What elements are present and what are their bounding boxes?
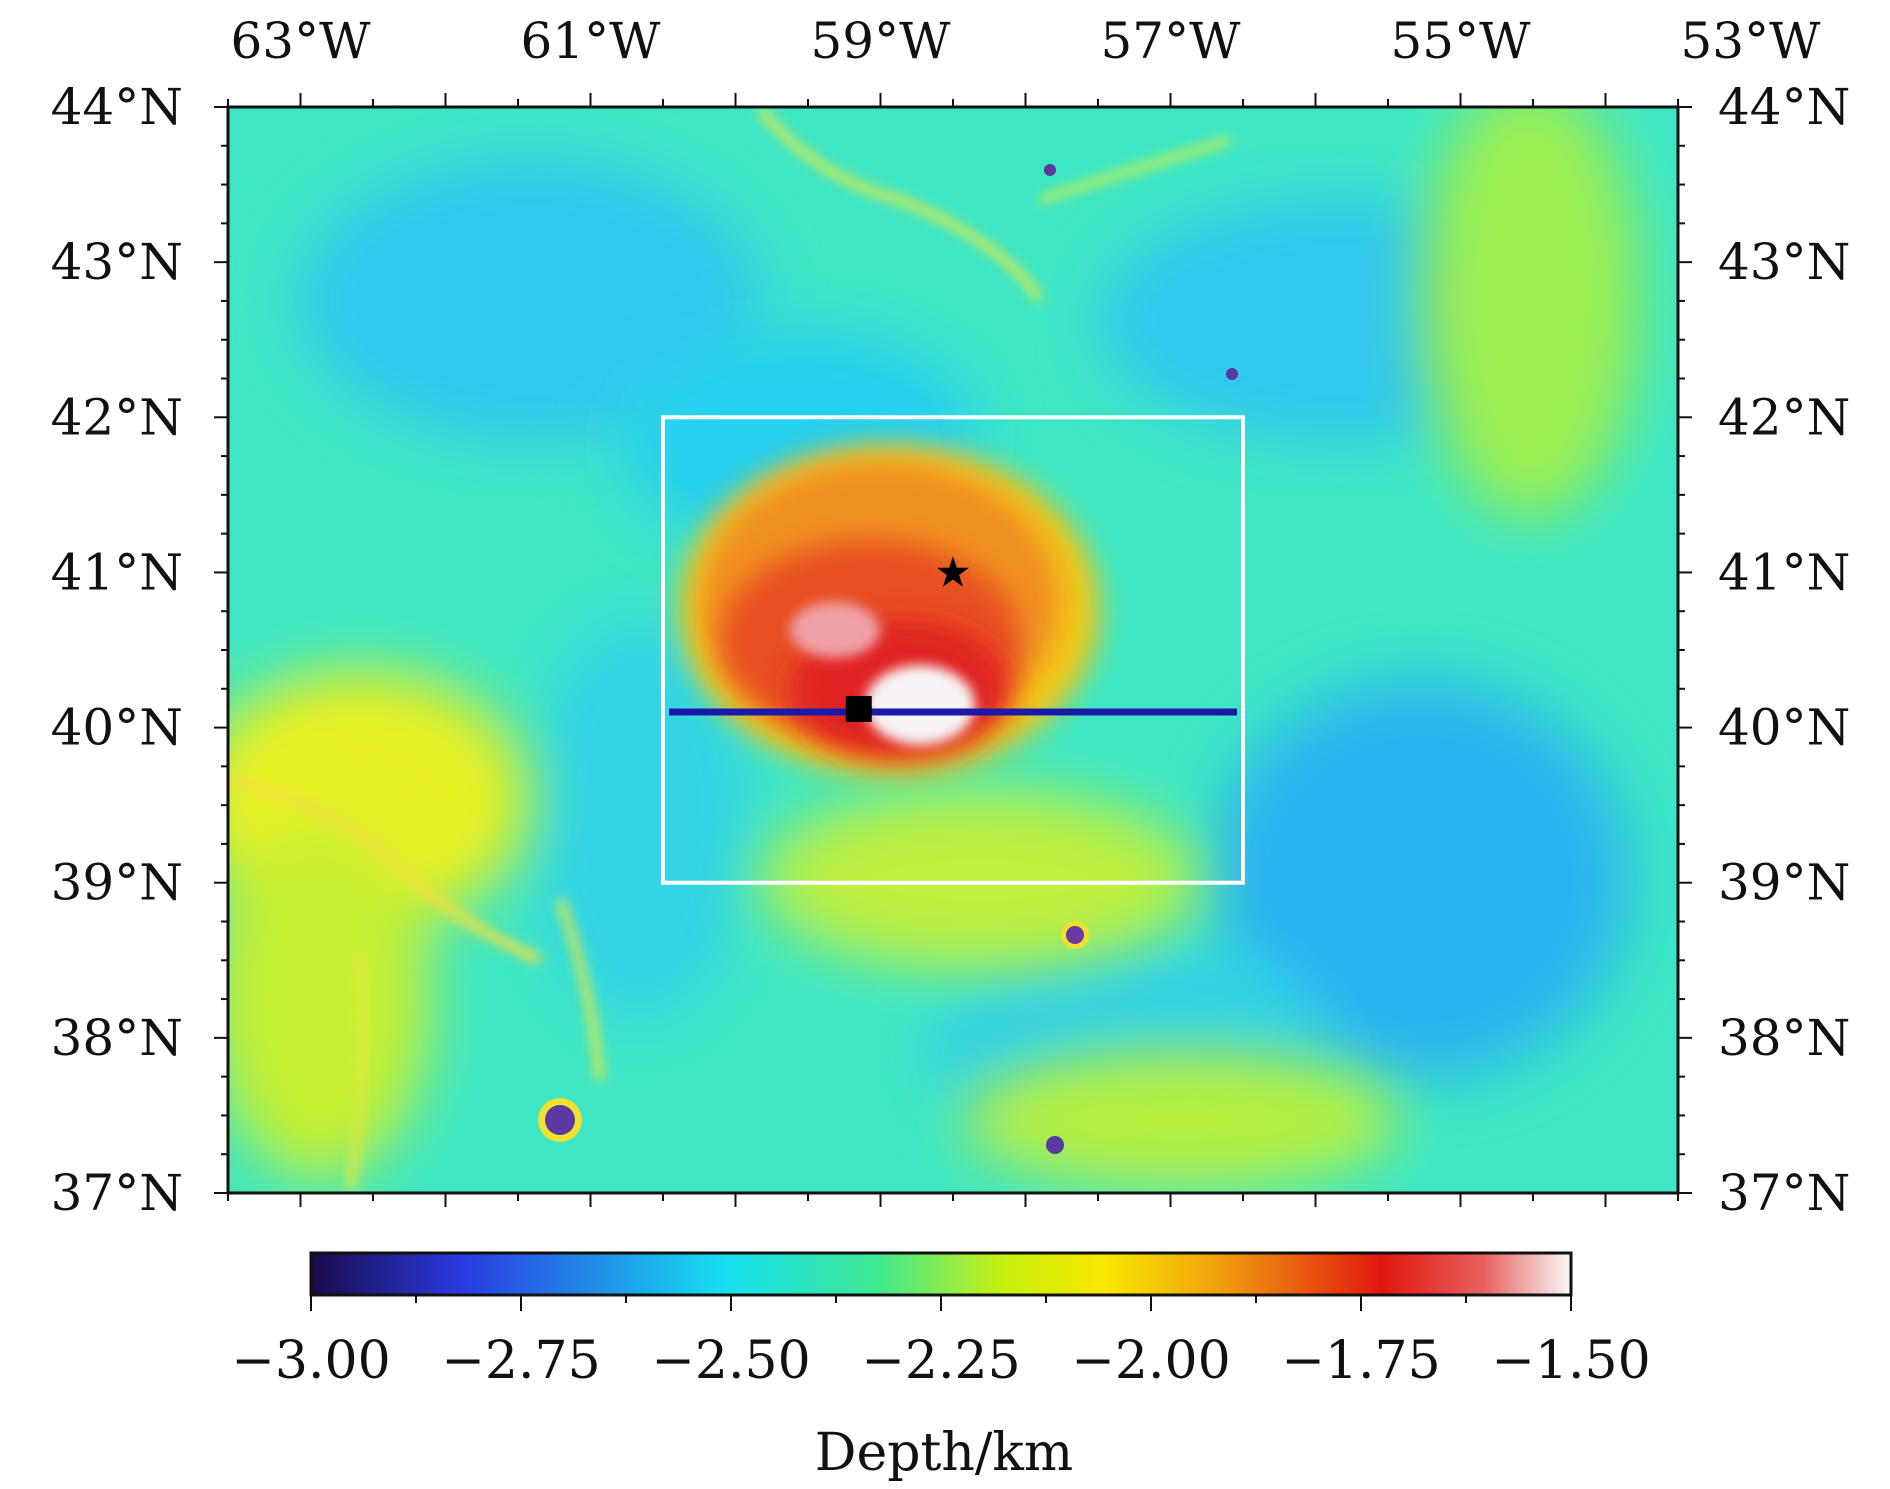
square-marker <box>845 695 872 722</box>
colorbar-tick-label: −2.75 <box>441 1331 600 1391</box>
lat-label-left: 43°N <box>51 233 183 291</box>
lat-label-left: 37°N <box>51 1164 183 1222</box>
colorbar-tick-label: −1.50 <box>1491 1331 1650 1391</box>
colorbar-title: Depth/km <box>815 1423 1073 1483</box>
map-axes: 63°W 61°W 59°W 57°W 55°W 53°W 44°N 44°N 43°N 43°N… <box>51 12 1851 1222</box>
lon-label-top: 61°W <box>520 12 661 70</box>
colorbar-tick-label: −2.00 <box>1071 1331 1230 1391</box>
lon-label-top: 63°W <box>230 12 371 70</box>
lat-label-right: 38°N <box>1718 1009 1850 1067</box>
lon-label-top: 59°W <box>810 12 951 70</box>
colorbar-gradient <box>309 1251 1573 1297</box>
colorbar-tick-label: −3.00 <box>231 1331 390 1391</box>
colorbar-tick-label: −1.75 <box>1281 1331 1440 1391</box>
star-marker: ★ <box>934 547 972 596</box>
lat-label-right: 43°N <box>1718 233 1850 291</box>
map-overlays: ★ <box>661 415 1245 885</box>
colorbar: −3.00 −2.75 −2.50 −2.25 −2.00 −1.75 −1.50 Dept… <box>231 1251 1651 1483</box>
lat-label-left: 40°N <box>51 699 183 757</box>
lat-label-right: 42°N <box>1718 388 1850 446</box>
lon-label-top: 55°W <box>1390 12 1531 70</box>
colorbar-tick-label: −2.50 <box>651 1331 810 1391</box>
lat-label-left: 42°N <box>51 388 183 446</box>
lat-label-right: 41°N <box>1718 543 1850 601</box>
lat-label-left: 41°N <box>51 543 183 601</box>
lat-label-left: 39°N <box>51 854 183 912</box>
lat-label-right: 39°N <box>1718 854 1850 912</box>
lat-label-right: 37°N <box>1718 1164 1850 1222</box>
lat-label-left: 38°N <box>51 1009 183 1067</box>
lat-label-left: 44°N <box>51 78 183 136</box>
lat-label-right: 44°N <box>1718 78 1850 136</box>
colorbar-ticks: −3.00 −2.75 −2.50 −2.25 −2.00 −1.75 −1.50 <box>231 1295 1651 1391</box>
lat-label-right: 40°N <box>1718 699 1850 757</box>
depth-map-raster <box>228 107 1678 1193</box>
lon-label-top: 57°W <box>1100 12 1241 70</box>
colorbar-tick-label: −2.25 <box>861 1331 1020 1391</box>
study-area-box <box>661 415 1245 885</box>
lon-label-top: 53°W <box>1680 12 1821 70</box>
